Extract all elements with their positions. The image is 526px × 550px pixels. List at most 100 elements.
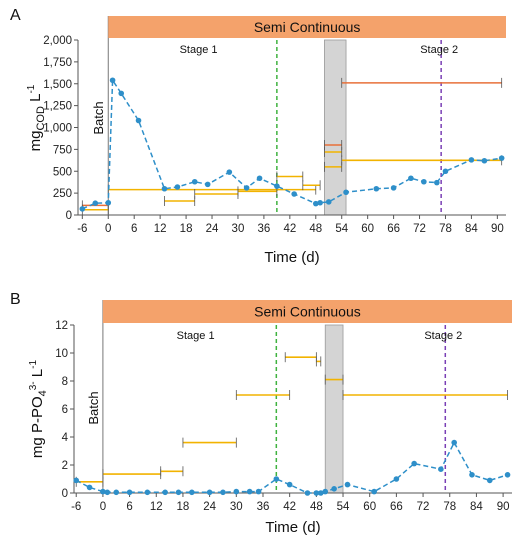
y-tick-label: 10: [55, 348, 68, 360]
x-tick-label: 0: [105, 223, 111, 235]
x-tick-label: 66: [390, 501, 403, 513]
x-tick-label: 78: [439, 223, 452, 235]
panel-b-ylabel-sub: 4: [37, 390, 49, 396]
data-point: [113, 489, 120, 496]
data-point: [243, 185, 250, 191]
data-point: [226, 169, 233, 175]
panel-a-ylabel-main: mg: [27, 131, 44, 152]
y-tick-label: 2,000: [43, 35, 72, 47]
panel-b-x-axis-title: Time (d): [265, 519, 320, 536]
panel-b-banner: [102, 300, 512, 323]
panel-b-label: B: [10, 291, 21, 308]
x-tick-label: 84: [465, 223, 478, 235]
x-tick-label: 54: [335, 223, 348, 235]
data-point: [109, 77, 116, 84]
data-point: [175, 489, 182, 496]
x-tick-label: 24: [206, 223, 219, 235]
panel-a-batch-label: Batch: [91, 101, 106, 134]
data-point: [498, 155, 505, 161]
data-point: [135, 117, 142, 124]
data-point: [486, 477, 493, 484]
data-point: [469, 472, 475, 478]
data-point: [481, 157, 488, 164]
data-point: [100, 488, 106, 495]
data-point: [344, 481, 351, 488]
x-tick-label: 42: [283, 223, 296, 235]
x-tick-label: 6: [126, 501, 132, 513]
data-point: [434, 179, 440, 186]
shaded-interval: [324, 324, 344, 494]
x-tick-label: 42: [283, 501, 296, 513]
x-tick-label: 24: [203, 501, 216, 513]
data-point: [274, 183, 280, 189]
x-tick-label: 90: [491, 223, 504, 235]
data-point: [373, 185, 380, 192]
x-tick-label: 90: [497, 501, 510, 513]
panel-a-stage1-label: Stage 1: [180, 44, 218, 56]
y-tick-label: 12: [55, 320, 68, 332]
data-point: [233, 488, 240, 495]
data-point: [504, 472, 511, 478]
x-tick-label: 0: [100, 501, 106, 513]
panel-b-banner-text: Semi Continuous: [254, 304, 361, 320]
data-point: [438, 466, 444, 473]
data-point: [451, 439, 457, 446]
y-tick-label: 750: [53, 144, 72, 156]
x-tick-label: 60: [361, 223, 374, 235]
x-tick-label: 78: [443, 501, 456, 513]
panel-a-y-axis-title: mgCOD L-1: [26, 84, 47, 151]
x-tick-label: 72: [417, 501, 430, 513]
panel-a-label: A: [10, 7, 21, 24]
x-tick-label: 12: [154, 223, 167, 235]
x-tick-label: 12: [150, 501, 163, 513]
data-point: [331, 486, 337, 492]
x-tick-label: 72: [413, 223, 426, 235]
data-point: [86, 484, 93, 491]
panel-a-stage2-label: Stage 2: [420, 44, 458, 56]
panel-b-ylabel-sup: 3-: [28, 381, 39, 390]
y-tick-label: 250: [53, 188, 72, 200]
y-tick-label: 0: [62, 488, 68, 500]
x-tick-label: -6: [71, 501, 81, 513]
data-point: [206, 489, 213, 496]
panel-b-stage1-label: Stage 1: [177, 330, 215, 342]
data-point: [220, 489, 226, 496]
data-point: [442, 168, 449, 175]
data-point: [273, 476, 280, 482]
x-tick-label: 66: [387, 223, 400, 235]
y-tick-label: 1,250: [43, 101, 72, 113]
data-point: [191, 178, 198, 185]
data-point: [104, 489, 111, 496]
data-point: [390, 185, 397, 191]
y-tick-label: 4: [62, 432, 69, 444]
data-point: [317, 490, 324, 496]
x-tick-label: 30: [230, 501, 243, 513]
x-tick-label: 84: [470, 501, 483, 513]
y-tick-label: 1,000: [43, 123, 72, 135]
data-point: [421, 178, 427, 185]
panel-a-x-axis-title: Time (d): [264, 249, 319, 266]
x-tick-label: -6: [77, 223, 87, 235]
y-tick-label: 500: [53, 166, 72, 178]
panel-a-banner: [108, 16, 506, 38]
panel-a: A 0 250 500 750 1,000 1,250 1,500 1,750 2,000 -6 0…: [10, 7, 506, 266]
panel-b-ylabel-tail: L: [29, 369, 46, 382]
data-point: [286, 481, 293, 488]
data-point: [393, 476, 400, 482]
y-tick-label: 0: [66, 210, 72, 222]
data-point: [256, 175, 263, 182]
data-point: [411, 460, 417, 467]
data-point: [144, 489, 151, 496]
x-tick-label: 30: [232, 223, 245, 235]
data-point: [161, 185, 168, 192]
y-tick-label: 6: [62, 404, 68, 416]
data-point: [291, 191, 297, 197]
data-point: [73, 477, 80, 484]
y-tick-label: 1,500: [43, 79, 72, 91]
data-point: [322, 488, 329, 495]
data-point: [246, 488, 253, 495]
data-point: [126, 489, 133, 496]
data-point: [189, 489, 195, 496]
series-line: [82, 77, 502, 210]
